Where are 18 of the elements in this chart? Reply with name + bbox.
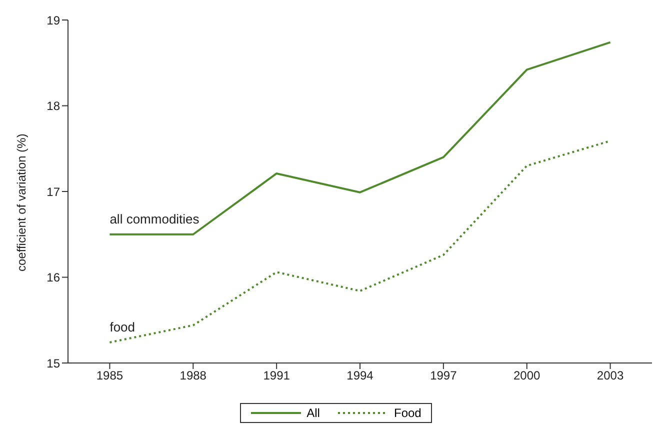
y-tick-label: 15	[46, 356, 60, 370]
x-tick-label: 1994	[346, 368, 374, 383]
y-tick-label: 18	[46, 99, 60, 114]
x-tick-label: 1991	[263, 368, 290, 383]
annotation: food	[110, 319, 136, 334]
x-tick-label: 1988	[180, 368, 207, 383]
legend-label: Food	[392, 406, 422, 420]
line-series	[108, 41, 612, 236]
annotation: all commodities	[110, 211, 200, 226]
x-tick-label: 2000	[514, 368, 541, 383]
y-tick-label: 19	[46, 13, 60, 28]
x-tick-label: 1985	[96, 368, 124, 383]
y-axis-title: coefficient of variation (%)	[14, 134, 28, 272]
x-tick-label: 2003	[596, 368, 624, 383]
legend-label: All	[306, 406, 320, 420]
x-tick-label: 1997	[430, 368, 458, 383]
y-tick-label: 16	[46, 270, 60, 285]
y-tick-label: 17	[46, 184, 60, 199]
